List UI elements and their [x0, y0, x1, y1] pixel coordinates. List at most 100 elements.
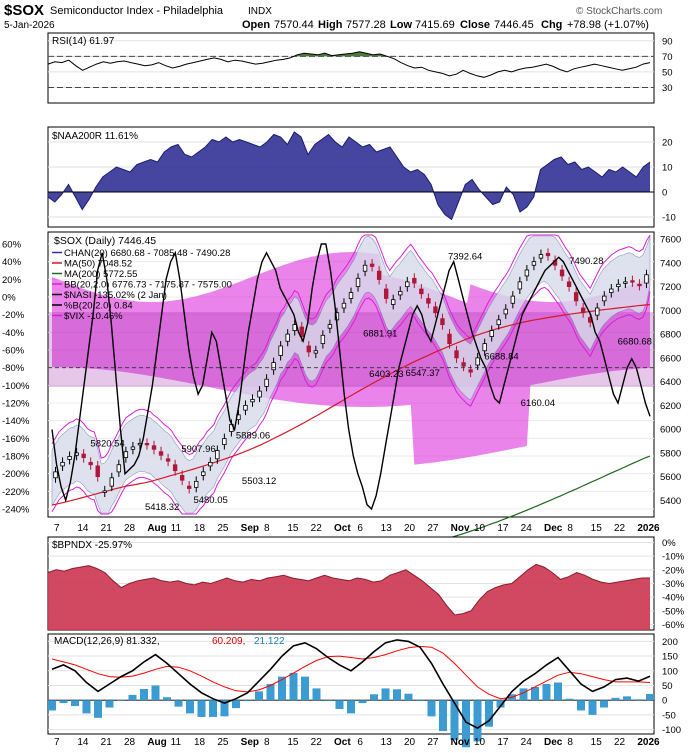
sox-price-tick: 6400 — [660, 377, 681, 388]
macd-histogram-bar — [220, 700, 229, 717]
rsi-tick-label: 30 — [662, 83, 673, 94]
candle-body — [243, 404, 248, 411]
candle-body — [355, 277, 361, 288]
nasi-tick: -60% — [2, 346, 25, 357]
nasi-tick: -80% — [2, 363, 25, 374]
macd-histogram-bar — [461, 700, 471, 748]
macd-histogram-bar — [174, 700, 183, 707]
nasi-tick: -120% — [2, 399, 30, 410]
macd-histogram-bar — [484, 700, 494, 727]
rsi-tick-label: 50 — [662, 67, 673, 78]
rsi-tick-label: 70 — [662, 52, 673, 63]
candle-body — [559, 269, 565, 277]
high-label: High — [318, 19, 343, 31]
rsi-title: RSI(14) 61.97 — [52, 36, 115, 47]
candle-body — [158, 451, 164, 456]
candle-body — [630, 280, 635, 283]
macd-histogram-bar — [93, 700, 103, 718]
macd-histogram-bar — [47, 700, 57, 711]
macd-histogram-bar — [243, 700, 252, 702]
candle-body — [468, 369, 473, 373]
macd-histogram-bar — [622, 696, 632, 701]
x-axis-label: 27 — [427, 737, 439, 748]
naa200r-area — [48, 132, 650, 220]
x-axis-label: 13 — [381, 523, 393, 534]
candle-body — [362, 264, 368, 272]
candle-body — [531, 261, 537, 266]
macd-histogram-bar — [82, 700, 91, 714]
candle-body — [271, 362, 276, 371]
candle-body — [109, 477, 114, 487]
bpndx-area — [48, 564, 650, 630]
nasi-line — [51, 243, 651, 511]
macd-tick-label: 50 — [662, 681, 673, 692]
macd-histogram-bar — [208, 700, 218, 717]
legend-entry: $NASI -135.02% (2 Jan) — [64, 290, 167, 301]
candle-body — [165, 458, 171, 462]
macd-tick-label: -100 — [662, 725, 681, 736]
candle-body — [102, 490, 107, 493]
x-axis-label: 10 — [474, 523, 486, 534]
candle-body — [609, 288, 614, 293]
x-axis-label: 8 — [264, 523, 270, 534]
sox-price-tick: 6000 — [660, 425, 681, 436]
x-axis-label: 28 — [124, 523, 136, 534]
x-axis-label: 2026 — [637, 523, 660, 534]
rsi-line — [47, 51, 651, 78]
price-annotation: 6680.68 — [618, 336, 652, 347]
nasi-tick: 20% — [2, 275, 22, 286]
macd-histogram-bar — [128, 694, 137, 701]
candle-body — [510, 295, 516, 304]
candle-body — [433, 306, 438, 314]
price-annotation: 5907.96 — [181, 444, 215, 455]
macd-histogram-bar — [473, 700, 482, 742]
macd-histogram-bar — [450, 700, 459, 740]
nasi-tick: -160% — [2, 434, 30, 445]
candle-body — [489, 330, 494, 337]
candle-body — [208, 461, 213, 467]
x-axis-label: 13 — [381, 737, 393, 748]
price-annotation: 5503.12 — [242, 476, 276, 487]
x-axis-label: Aug — [147, 737, 166, 748]
macd-line — [51, 639, 651, 730]
candle-body — [602, 295, 607, 302]
candle-body — [496, 319, 501, 326]
candle-body — [67, 456, 72, 460]
nasi-tick: -100% — [2, 381, 30, 392]
x-axis-label: 22 — [311, 523, 323, 534]
macd-histogram-bar — [162, 697, 172, 701]
candle-body — [81, 453, 86, 459]
x-axis-label: 20 — [404, 737, 416, 748]
macd-histogram-bar — [381, 688, 390, 701]
sox-price-tick: 6800 — [660, 330, 681, 341]
candle-body — [616, 283, 621, 288]
candle-body — [215, 450, 220, 460]
bpndx-tick-label: 0% — [662, 538, 676, 549]
macd-signal-value: 60.209, — [212, 636, 245, 647]
legend-entry: MA(50) 7048.52 — [64, 259, 132, 270]
macd-histogram-bar — [530, 686, 540, 701]
candle-body — [369, 263, 375, 267]
candle-body — [222, 438, 227, 445]
nasi-tick: -220% — [2, 487, 30, 498]
candle-body — [405, 281, 410, 288]
x-axis-label: 20 — [404, 523, 416, 534]
bpndx-tick-label: -50% — [662, 606, 685, 617]
macd-panel-frame — [47, 633, 655, 735]
macd-histogram-bar — [346, 700, 356, 714]
candle-body — [292, 324, 297, 331]
exchange-label: INDX — [248, 6, 272, 17]
candle-body — [201, 471, 206, 476]
price-annotation: 6881.91 — [363, 328, 397, 339]
candle-body — [440, 318, 445, 326]
candle-body — [538, 254, 544, 259]
sox-price-tick: 7000 — [660, 306, 681, 317]
x-axis-label: 7 — [54, 523, 60, 534]
macd-histogram-bar — [496, 700, 505, 708]
candle-body — [517, 281, 523, 290]
x-axis-label: 11 — [171, 523, 182, 534]
candle-body — [503, 308, 508, 315]
bpndx-tick-label: -60% — [662, 620, 685, 631]
x-axis-label: 18 — [194, 737, 206, 748]
bb-upper — [51, 234, 651, 459]
